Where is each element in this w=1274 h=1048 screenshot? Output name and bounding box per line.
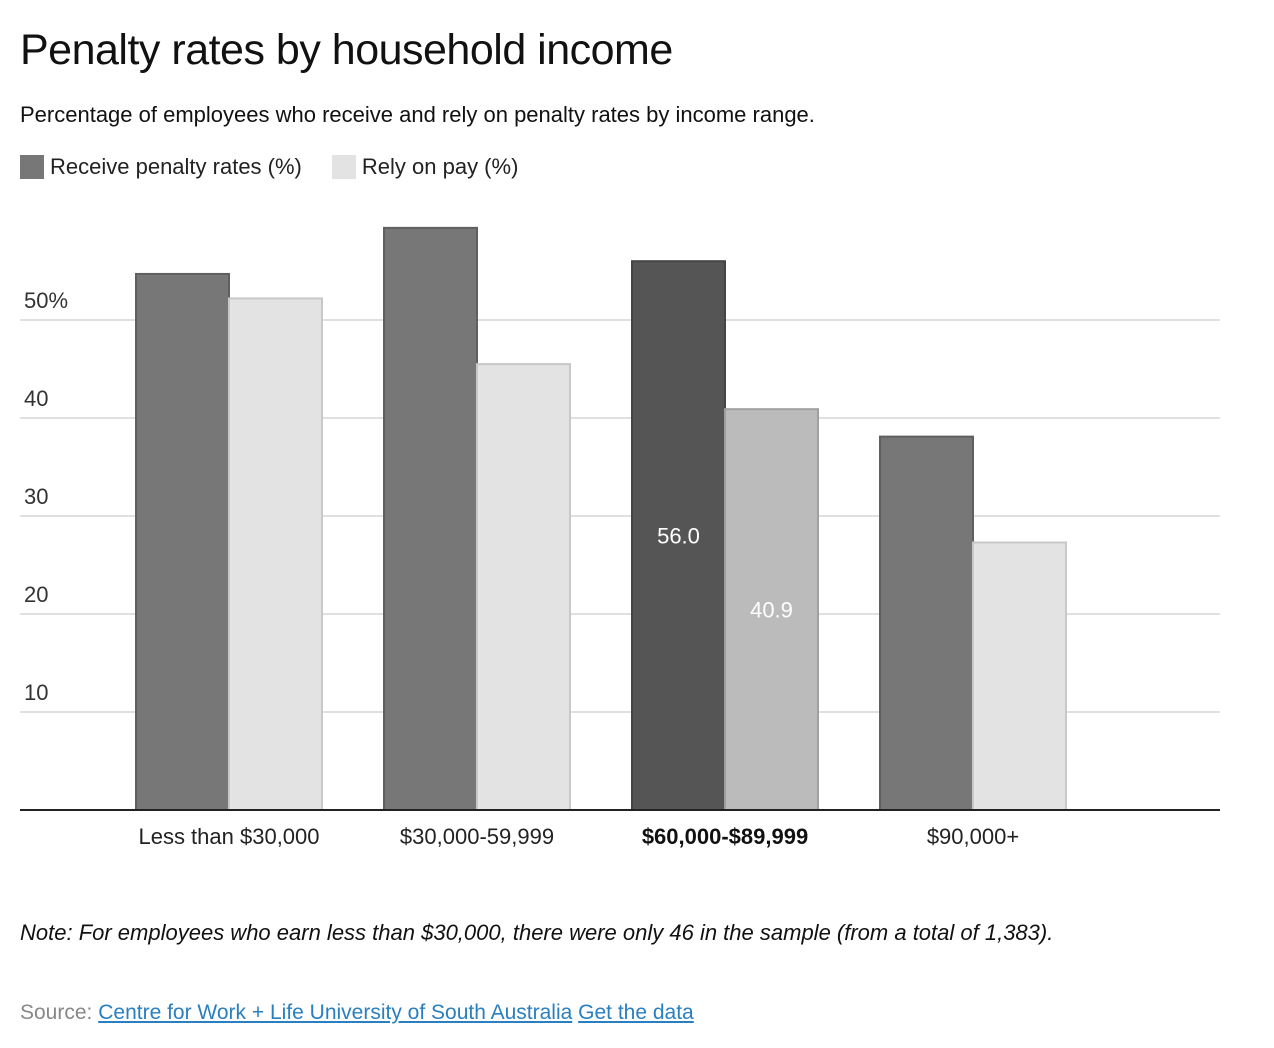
y-tick-label: 30: [24, 484, 48, 509]
x-tick-label: $90,000+: [927, 824, 1019, 849]
bar-receive: [631, 260, 726, 811]
chart-title: Penalty rates by household income: [20, 26, 673, 74]
get-data-link[interactable]: Get the data: [578, 1001, 694, 1024]
legend-item-rely: Rely on pay (%): [331, 154, 519, 180]
bar-rely: [476, 363, 571, 811]
source-line: Source: Centre for Work + Life Universit…: [20, 1001, 694, 1025]
bar-receive: [879, 435, 974, 811]
bar-chart: 10 20 30 40 50% Less than $30,000 $30,000-59,9…: [20, 226, 1220, 849]
legend-swatch-rely: [331, 155, 356, 179]
legend-swatch-receive: [20, 155, 44, 179]
bar-receive: [383, 226, 478, 811]
y-tick-label: 50%: [24, 288, 68, 313]
bar-rely: [228, 297, 323, 811]
x-tick-label: $30,000-59,999: [400, 824, 554, 849]
data-label: 56.0: [657, 524, 700, 549]
chart-note: Note: For employees who earn less than $…: [20, 920, 1054, 945]
x-tick-label: $60,000-$89,999: [642, 824, 808, 849]
legend-item-receive: Receive penalty rates (%): [20, 154, 302, 180]
x-tick-label: Less than $30,000: [138, 824, 319, 849]
data-label: 40.9: [750, 598, 793, 623]
legend-label-receive: Receive penalty rates (%): [50, 154, 302, 179]
legend: Receive penalty rates (%) Rely on pay (%…: [20, 154, 548, 180]
y-tick-label: 40: [24, 386, 48, 411]
source-link[interactable]: Centre for Work + Life University of Sou…: [98, 1001, 573, 1024]
y-tick-label: 10: [24, 680, 48, 705]
y-tick-label: 20: [24, 582, 48, 607]
legend-label-rely: Rely on pay (%): [361, 154, 519, 179]
source-label: Source:: [20, 1001, 93, 1024]
bar-receive: [135, 272, 230, 811]
chart-subtitle: Percentage of employees who receive and …: [20, 102, 815, 127]
bar-rely: [972, 541, 1067, 811]
